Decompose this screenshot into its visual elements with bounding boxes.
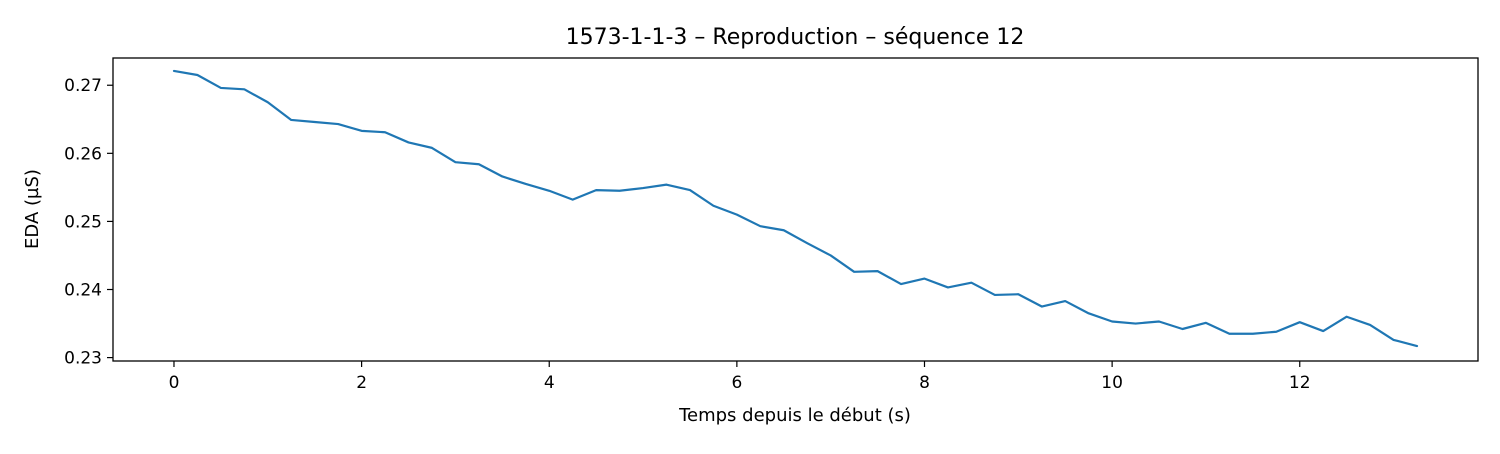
chart-title: 1573-1-1-3 – Reproduction – séquence 12 xyxy=(566,25,1025,50)
plot-group xyxy=(172,69,1419,348)
x-tick-label: 8 xyxy=(919,373,930,393)
x-tick-label: 6 xyxy=(731,373,742,393)
x-axis: 0 2 4 6 8 10 12 xyxy=(169,361,1311,393)
x-tick-label: 0 xyxy=(169,373,180,393)
y-axis: 0.23 0.24 0.25 0.26 0.27 xyxy=(64,76,113,369)
x-tick-label: 4 xyxy=(544,373,555,393)
plot-frame xyxy=(112,57,1479,362)
y-axis-label: EDA (µS) xyxy=(22,169,43,249)
series-line-0 xyxy=(172,69,1419,348)
y-tick-label: 0.23 xyxy=(64,349,102,369)
x-axis-label: Temps depuis le début (s) xyxy=(678,405,911,426)
x-tick-label: 10 xyxy=(1101,373,1123,393)
y-tick-label: 0.26 xyxy=(64,144,102,164)
y-tick-label: 0.24 xyxy=(64,281,102,301)
y-tick-label: 0.27 xyxy=(64,76,102,96)
x-tick-label: 12 xyxy=(1289,373,1311,393)
x-tick-label: 2 xyxy=(356,373,367,393)
y-tick-label: 0.25 xyxy=(64,212,102,232)
